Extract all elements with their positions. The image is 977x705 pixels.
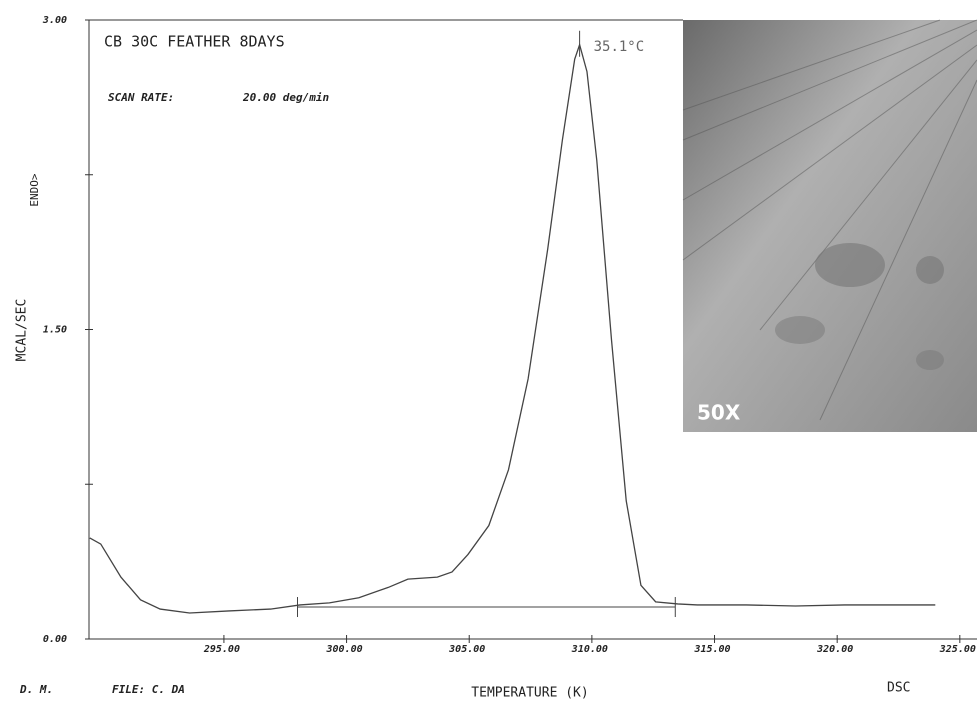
peak-annotation: 35.1°C (594, 39, 645, 55)
x-tick-label: 300.00 (326, 644, 363, 655)
x-tick-label: 315.00 (693, 644, 730, 655)
scan-rate-label: SCAN RATE: (108, 91, 174, 104)
x-tick-label: 320.00 (816, 644, 853, 655)
footer-right: DSC (887, 681, 910, 696)
x-label: TEMPERATURE (K) (471, 686, 588, 701)
scan-rate: 20.00 deg/min (242, 91, 329, 104)
y-tick-label: 0.00 (43, 634, 67, 645)
chart-title: CB 30C FEATHER 8DAYS (104, 33, 285, 51)
inset-photo (682, 19, 977, 432)
y-label: MCAL/SEC (15, 299, 30, 362)
y-tick-label: 3.00 (42, 15, 67, 26)
dsc-curve (89, 42, 936, 614)
x-tick-label: 325.00 (939, 644, 976, 655)
x-tick-label: 310.00 (571, 644, 608, 655)
x-tick-label: 295.00 (203, 644, 240, 655)
y-tick-label: 1.50 (43, 325, 67, 336)
footer-file: FILE: C. DA (112, 683, 185, 696)
footer-left: D. M. (19, 683, 53, 696)
inset-label: 50X (697, 401, 741, 425)
y-label-top: ENDO> (28, 173, 41, 206)
x-tick-label: 305.00 (448, 644, 485, 655)
